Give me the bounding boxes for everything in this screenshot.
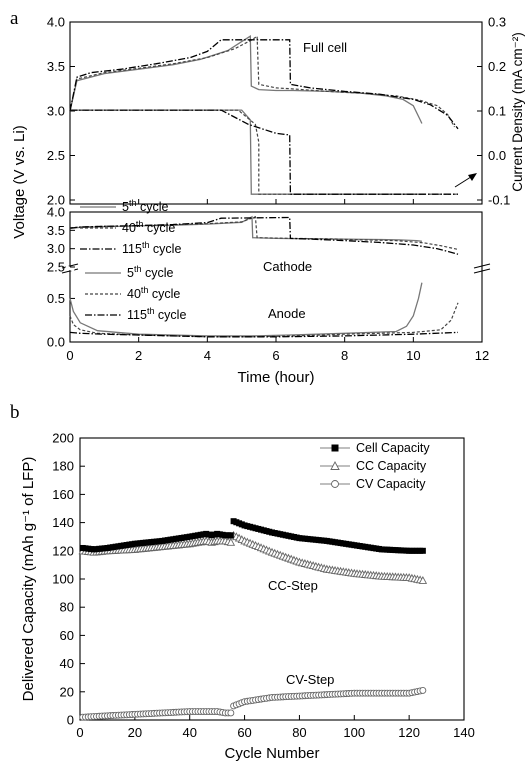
full-cell-plot-frame bbox=[69, 21, 483, 205]
panel-b-ytick-label: 20 bbox=[60, 684, 74, 699]
cv-capacity-point bbox=[419, 686, 427, 694]
panel-b-ytick-label: 60 bbox=[60, 628, 74, 643]
full-cell-legend-label: 115th cycle bbox=[122, 240, 181, 256]
current-density-line bbox=[70, 109, 458, 195]
full-cell-ytick-label: 2.5 bbox=[47, 148, 65, 163]
panel-a-xtick-label: 4 bbox=[204, 348, 211, 363]
panel-a-xtick-label: 2 bbox=[135, 348, 142, 363]
full-cell-legend-label: 40th cycle bbox=[122, 219, 175, 235]
current-density-ytick-label: 0.2 bbox=[488, 59, 506, 74]
panel-b-ytick-label: 160 bbox=[52, 487, 74, 502]
panel-a-ylabel: Voltage (V vs. Li) bbox=[11, 125, 28, 238]
cc-capacity-point bbox=[226, 537, 236, 546]
panel-b-ytick-label: 40 bbox=[60, 656, 74, 671]
current-density-line bbox=[70, 109, 424, 195]
panel-b-ylabel: Delivered Capacity (mAh g⁻¹ of LFP) bbox=[20, 457, 37, 702]
cv-capacity-point bbox=[227, 709, 235, 717]
capacity-legend-label: CC Capacity bbox=[356, 459, 427, 473]
panel-b-xtick-label: 120 bbox=[398, 725, 420, 740]
full-cell-ytick-label: 3.0 bbox=[47, 104, 65, 119]
anode-voltage-line bbox=[69, 331, 459, 338]
panel-b-xtick-label: 80 bbox=[292, 725, 306, 740]
cathode-ytick-label: 4.0 bbox=[47, 205, 65, 220]
full-cell-voltage-line bbox=[69, 39, 459, 130]
panel-b-xtick-label: 40 bbox=[182, 725, 196, 740]
full-cell-legend-label: 5th cycle bbox=[122, 198, 168, 214]
cathode-ytick-label: 3.5 bbox=[47, 223, 65, 238]
current-density-ytick-label: 0.1 bbox=[488, 104, 506, 119]
panel-b-ytick-label: 0 bbox=[67, 713, 74, 728]
panel-a-xtick-label: 12 bbox=[475, 348, 489, 363]
capacity-legend-label: Cell Capacity bbox=[356, 441, 430, 455]
current-density-ytick-label: -0.1 bbox=[488, 193, 510, 208]
panel-b-ytick-label: 80 bbox=[60, 600, 74, 615]
cathode-annotation: Cathode bbox=[263, 259, 312, 274]
panel-b-ytick-label: 180 bbox=[52, 459, 74, 474]
anode-annotation: Anode bbox=[268, 306, 306, 321]
electrode-legend-label: 115th cycle bbox=[127, 306, 186, 322]
panel-b-xtick-label: 20 bbox=[128, 725, 142, 740]
cathode-ytick-label: 3.0 bbox=[47, 241, 65, 256]
anode-ytick-label: 0.5 bbox=[47, 291, 65, 306]
panel-b-ytick-label: 100 bbox=[52, 572, 74, 587]
current-density-ytick-label: 0.3 bbox=[488, 15, 506, 30]
cc-step-annotation: CC-Step bbox=[268, 578, 318, 593]
current-density-ytick-label: 0.0 bbox=[488, 148, 506, 163]
panel-b-ytick-label: 120 bbox=[52, 543, 74, 558]
panel-b-xtick-label: 100 bbox=[343, 725, 365, 740]
panel-a-xtick-label: 10 bbox=[406, 348, 420, 363]
full-cell-ytick-label: 3.5 bbox=[47, 59, 65, 74]
panel-b-xlabel: Cycle Number bbox=[224, 745, 319, 762]
panel-b-xtick-label: 140 bbox=[453, 725, 475, 740]
panel-a-xlabel: Time (hour) bbox=[238, 369, 315, 386]
right-axis-arrow bbox=[454, 173, 477, 188]
anode-voltage-line bbox=[69, 302, 459, 338]
full-cell-ytick-label: 4.0 bbox=[47, 15, 65, 30]
panel-label-a: a bbox=[10, 8, 19, 29]
panel-label-b: b bbox=[10, 402, 20, 423]
panel-b-ytick-label: 140 bbox=[52, 515, 74, 530]
capacity-legend-marker bbox=[330, 461, 340, 470]
panel-a-xtick-label: 8 bbox=[341, 348, 348, 363]
chart-marks: 0 2 4 6 8 10 12 2.0 2.5 3.0 3.5 4.0 -0.1 0.0 0.1 0.2 0.3… bbox=[47, 15, 510, 741]
full-cell-voltage-line bbox=[69, 35, 423, 124]
panel-a-xtick-label: 6 bbox=[272, 348, 279, 363]
capacity-legend-marker bbox=[331, 480, 339, 488]
panel-a-xtick-label: 0 bbox=[66, 348, 73, 363]
panel-b-xtick-label: 0 bbox=[76, 725, 83, 740]
capacity-legend-label: CV Capacity bbox=[356, 477, 426, 491]
full-cell-annotation: Full cell bbox=[303, 40, 347, 55]
current-density-line bbox=[70, 109, 458, 195]
anode-voltage-line bbox=[69, 282, 423, 337]
axis-break-right bbox=[473, 263, 491, 274]
electrode-legend-label: 5th cycle bbox=[127, 264, 173, 280]
cathode-ytick-label: 2.5 bbox=[47, 260, 65, 275]
panel-b-ytick-label: 200 bbox=[52, 431, 74, 446]
panel-a-ylabel-right: Current Density (mA cm⁻²) bbox=[510, 32, 525, 191]
full-cell-ytick-label: 2.0 bbox=[47, 193, 65, 208]
full-cell-voltage-line bbox=[69, 35, 456, 128]
electrode-legend-label: 40th cycle bbox=[127, 285, 180, 301]
cv-step-annotation: CV-Step bbox=[286, 672, 334, 687]
anode-ytick-label: 0.0 bbox=[47, 335, 65, 350]
cell-capacity-point bbox=[419, 547, 426, 554]
cc-capacity-point bbox=[418, 575, 428, 584]
panel-b-xtick-label: 60 bbox=[237, 725, 251, 740]
axis-break-left bbox=[61, 263, 79, 274]
cathode-voltage-line bbox=[69, 216, 459, 255]
capacity-legend-marker bbox=[331, 444, 339, 452]
cell-capacity-point bbox=[227, 532, 234, 539]
